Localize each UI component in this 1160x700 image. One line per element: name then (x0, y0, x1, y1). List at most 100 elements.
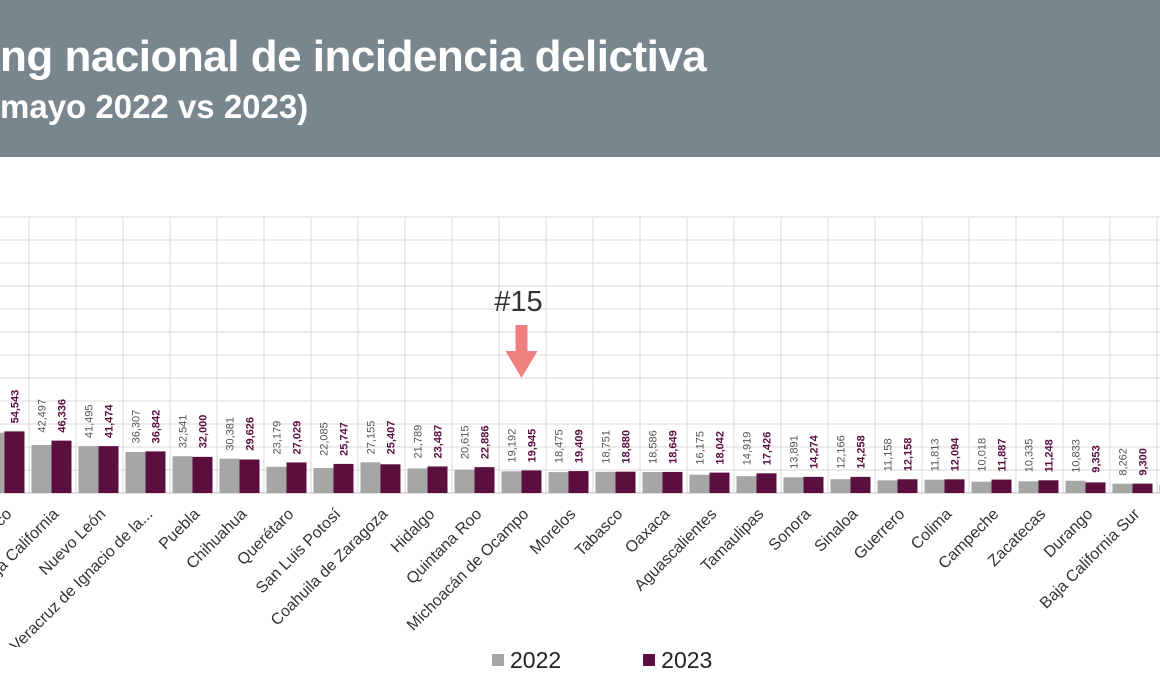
value-label-2022: 32,541 (178, 415, 190, 449)
legend-label-2023: 2023 (661, 646, 713, 673)
bar-2023 (662, 471, 683, 493)
legend-label-2022: 2022 (510, 646, 562, 673)
category-tick-label: Puebla (156, 506, 203, 553)
bar-2022 (266, 466, 287, 493)
bar-2023 (709, 472, 730, 493)
value-label-2023: 41,474 (104, 404, 116, 439)
value-label-2023: 19,945 (527, 429, 539, 463)
value-label-2022: 13,891 (789, 435, 801, 469)
category-tick-label: Sonora (766, 506, 815, 555)
bar-2022 (1018, 481, 1039, 493)
value-label-2022: 42,497 (37, 399, 49, 433)
bar-2022 (125, 451, 146, 493)
value-label-2023: 54,543 (10, 390, 22, 424)
bar-2023 (380, 464, 401, 493)
bar-2023 (991, 479, 1012, 493)
value-label-2023: 22,886 (480, 425, 492, 459)
bar-2022 (454, 469, 475, 493)
bar-2022 (78, 446, 99, 493)
bar-2022 (31, 444, 52, 493)
value-label-2023: 14,274 (809, 434, 821, 469)
bar-2022 (595, 471, 616, 493)
value-label-2022: 19,192 (507, 429, 519, 463)
value-label-2022: 18,475 (554, 429, 566, 463)
bar-2023 (192, 456, 213, 493)
value-label-2023: 18,880 (621, 430, 633, 464)
value-label-2023: 27,029 (292, 421, 304, 455)
bar-2023 (803, 476, 824, 493)
bar-2022 (1112, 483, 1133, 493)
value-label-2022: 36,307 (131, 410, 143, 444)
bar-2022 (313, 468, 334, 493)
bar-2023 (145, 451, 166, 493)
bar-2022 (783, 477, 804, 493)
value-label-2022: 10,335 (1024, 439, 1036, 473)
bar-2022 (1065, 480, 1086, 493)
bar-2023 (568, 471, 589, 493)
value-label-2023: 32,000 (198, 415, 210, 449)
value-label-2023: 23,487 (433, 425, 445, 459)
value-label-2022: 27,155 (366, 421, 378, 455)
value-label-2023: 9,353 (1091, 445, 1103, 473)
value-label-2023: 18,649 (668, 430, 680, 464)
value-label-2023: 46,336 (57, 399, 69, 433)
bar-2022 (736, 476, 757, 493)
bar-2022 (0, 432, 5, 493)
value-label-2022: 30,381 (225, 417, 237, 451)
bar-2023 (1132, 483, 1153, 493)
value-label-2022: 41,495 (84, 404, 96, 438)
bar-2023 (51, 440, 72, 493)
bar-2023 (615, 471, 636, 493)
bar-2023 (521, 470, 542, 493)
value-label-2023: 25,407 (386, 421, 398, 455)
bar-2023 (944, 479, 965, 493)
bar-2022 (830, 479, 851, 493)
bar-2022 (877, 480, 898, 493)
value-label-2023: 14,258 (856, 435, 868, 469)
bar-2022 (407, 468, 428, 493)
category-tick-label: Guerrero (851, 506, 908, 563)
bar-2023 (333, 463, 354, 493)
bar-2023 (1085, 482, 1106, 493)
value-label-2022: 16,175 (695, 431, 707, 465)
value-label-2022: 21,789 (413, 425, 425, 459)
bar-2023 (474, 467, 495, 493)
category-tick-label: Colima (908, 506, 955, 553)
category-tick-label: Morelos (527, 506, 579, 558)
value-label-2022: 11,813 (930, 439, 942, 472)
rank-annotation: #15 (494, 286, 543, 378)
value-label-2023: 17,426 (762, 432, 774, 466)
legend-item-2022: 2022 (492, 647, 561, 674)
bar-2023 (850, 476, 871, 493)
value-label-2022: 14,919 (742, 432, 754, 466)
value-label-2022: 12,166 (836, 435, 848, 469)
bar-2022 (219, 458, 240, 493)
down-arrow-icon (505, 325, 538, 378)
value-label-2022: 8,262 (1118, 448, 1130, 476)
bars (0, 431, 1160, 493)
bar-2023 (756, 473, 777, 493)
bar-2022 (501, 471, 522, 493)
value-label-2023: 11,887 (997, 439, 1009, 472)
category-tick-label: lisco (0, 506, 15, 541)
value-label-2022: 18,751 (601, 430, 613, 464)
category-tick-label: San Luis Potosí (253, 505, 345, 597)
legend-swatch-2022 (492, 654, 504, 666)
bar-chart: 53,377 54,543 42,497 46,336 41,495 41,474 36,3… (0, 216, 1160, 647)
value-label-2023: 19,409 (574, 429, 586, 463)
bar-2022 (689, 474, 710, 493)
value-label-2022: 11,158 (883, 438, 895, 471)
rank-label: #15 (494, 286, 542, 318)
bar-2022 (924, 479, 945, 493)
value-label-2023: 36,842 (151, 410, 163, 444)
value-label-2022: 22,085 (319, 422, 331, 456)
value-label-2023: 12,094 (950, 437, 962, 472)
bar-2022 (172, 456, 193, 493)
header-banner: ng nacional de incidencia delictiva mayo… (0, 0, 1160, 157)
bar-2023 (286, 462, 307, 493)
legend: 2022 2023 (492, 645, 794, 675)
bar-2022 (642, 471, 663, 493)
legend-swatch-2023 (643, 654, 656, 666)
bar-2023 (1038, 480, 1059, 493)
